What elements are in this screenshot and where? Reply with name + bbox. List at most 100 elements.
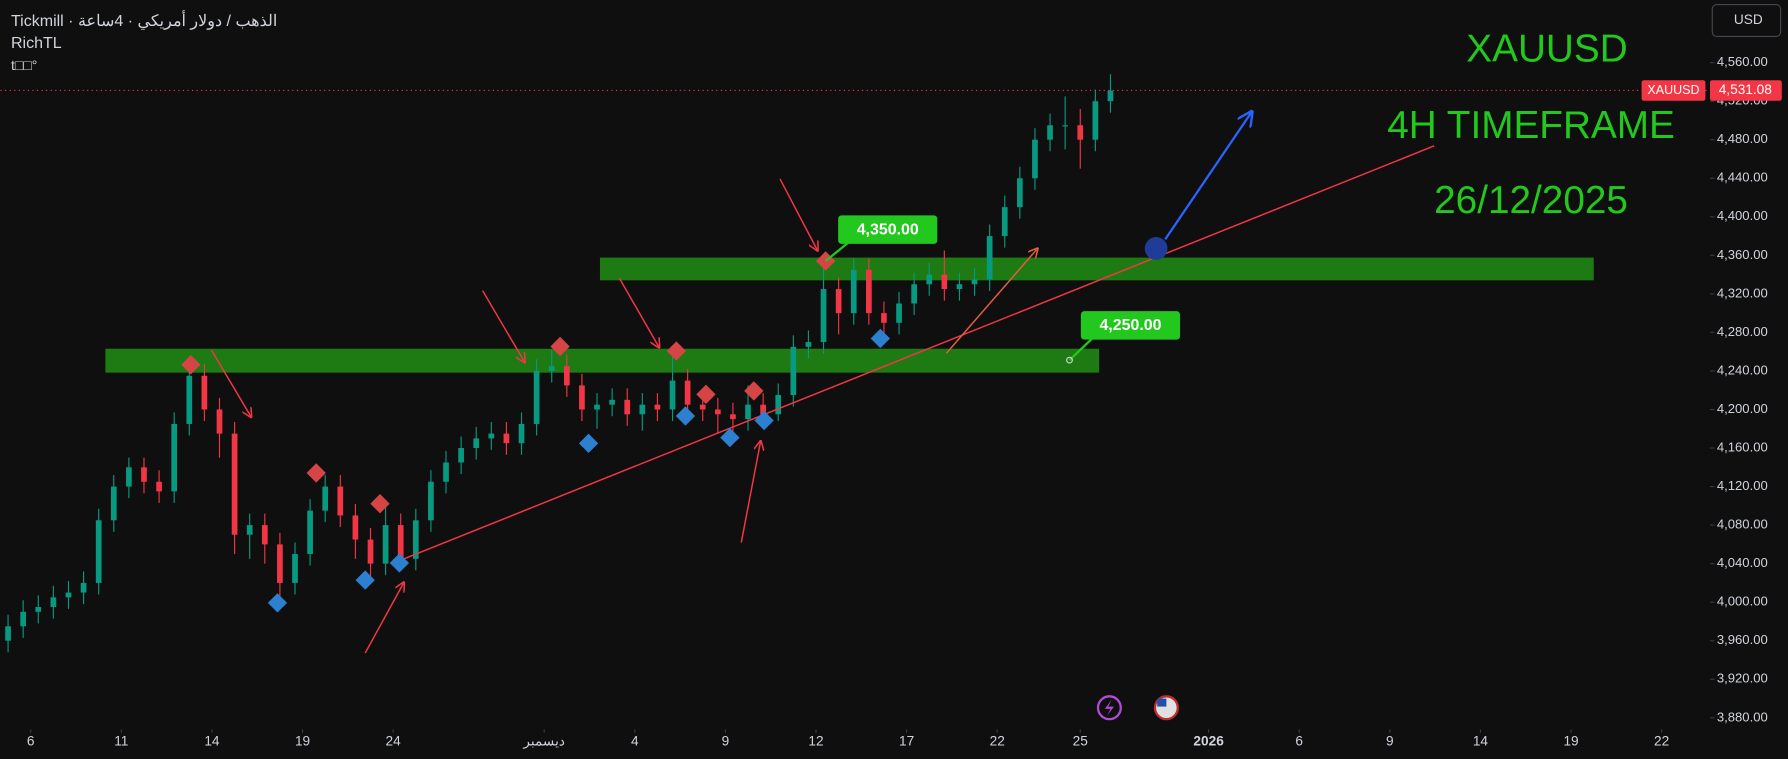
target-dot [1144,237,1168,260]
callout-pointer [1068,337,1094,361]
symbol-text: الذهب / دولار أمريكي · 4ساعة · Tickmill [11,13,278,30]
arrow [618,277,659,348]
zones [105,257,1594,373]
candle-body [669,380,676,410]
candle-body [1107,90,1114,102]
candle-body [1047,125,1053,140]
x-tick-label: 6 [27,734,35,749]
candle-body [1017,178,1023,208]
candle-body [865,269,872,314]
candle-body [730,414,736,420]
resistance-zone [599,257,1594,281]
candle-body [65,592,72,598]
candle-body [911,284,917,304]
candle-body [745,404,751,420]
candles [5,74,1114,653]
candle-body [714,409,721,415]
candle-body [548,366,555,371]
candle-body [835,289,842,314]
y-tick-label: 4,080.00 [1717,517,1768,532]
x-tick-label: 19 [295,734,310,749]
flag-canton [1157,698,1167,707]
big-subtitle: 4H TIMEFRAME [1387,104,1675,147]
candle-body [322,486,329,511]
y-tick-label: 4,320.00 [1717,285,1768,300]
y-tick-label: 4,000.00 [1717,594,1768,609]
candle-body [881,313,887,323]
candle-body [503,433,510,444]
candle-body [80,582,87,593]
candle-body [518,423,525,444]
currency-button[interactable] [1711,3,1782,38]
candle-body [458,448,464,463]
x-tick-label: 22 [990,734,1005,749]
arrow [779,178,818,251]
candle-body [986,236,993,280]
candle-body [382,525,389,564]
y-tick-label: 4,120.00 [1717,478,1768,493]
events-icon[interactable] [1096,695,1122,721]
candle-body [594,404,600,410]
candle-body [292,554,298,583]
symbol-line: الذهب / دولار أمريكي · 4ساعة · Tickmill [11,12,277,32]
x-tick-label: 9 [1386,734,1394,749]
candle-body [186,375,193,424]
candle-body [473,438,480,449]
candle-body [760,404,766,415]
candle-body [639,404,646,415]
x-tick-label: 12 [808,734,823,749]
candle-body [367,539,374,564]
x-tick-label: 14 [1473,734,1489,749]
candle-body [790,346,797,396]
candle-body [20,611,27,627]
candle-body [1001,207,1008,237]
y-tick-label: 4,440.00 [1717,170,1768,185]
x-tick-label: 19 [1563,734,1578,749]
y-tick-label: 4,240.00 [1717,362,1768,377]
candle-body [95,520,102,583]
callout-label: 4,250.00 [1099,317,1161,334]
candle-body [1092,101,1099,140]
candle-body [216,409,223,434]
candle-body [110,486,117,521]
candle-body [684,380,691,405]
y-tick-label: 3,960.00 [1717,632,1768,647]
x-tick-label: 14 [204,734,220,749]
x-tick-label: 9 [722,734,730,749]
lightning [1104,699,1114,716]
y-tick-label: 3,920.00 [1717,671,1768,686]
symbol-tag-label: XAUUSD [1647,83,1699,97]
indicator-name: RichTL [11,35,62,52]
candle-body [579,385,585,410]
bottom-icons [1096,695,1179,721]
currency-label: USD [1734,12,1763,27]
candle-body [126,467,132,487]
candle-body [201,375,208,410]
x-tick-label: 2026 [1193,734,1224,749]
x-tick-label: ديسمبر [522,734,565,750]
candle-body [246,525,253,535]
arrow [481,290,525,363]
candle-body [1032,139,1038,179]
x-tick-label: 6 [1295,734,1303,749]
candle-body [352,515,359,540]
symbol-tag [1641,80,1706,101]
candle-body [412,520,419,559]
big-title: XAUUSD [1466,28,1627,71]
y-tick-label: 4,560.00 [1717,54,1768,69]
candle-body [971,279,978,285]
candle-body [1077,125,1084,140]
candle-body [156,481,162,492]
y-tick-label: 4,400.00 [1717,208,1768,223]
candle-body [699,404,706,410]
candle-body [231,433,238,535]
candle-body [428,481,434,521]
candle-body [307,510,313,555]
trend-line [399,145,1435,562]
indicator-icons: t□□° [11,57,38,73]
candle-body [5,626,11,641]
big-date: 26/12/2025 [1434,179,1628,222]
y-tick-label: 4,200.00 [1717,401,1768,416]
